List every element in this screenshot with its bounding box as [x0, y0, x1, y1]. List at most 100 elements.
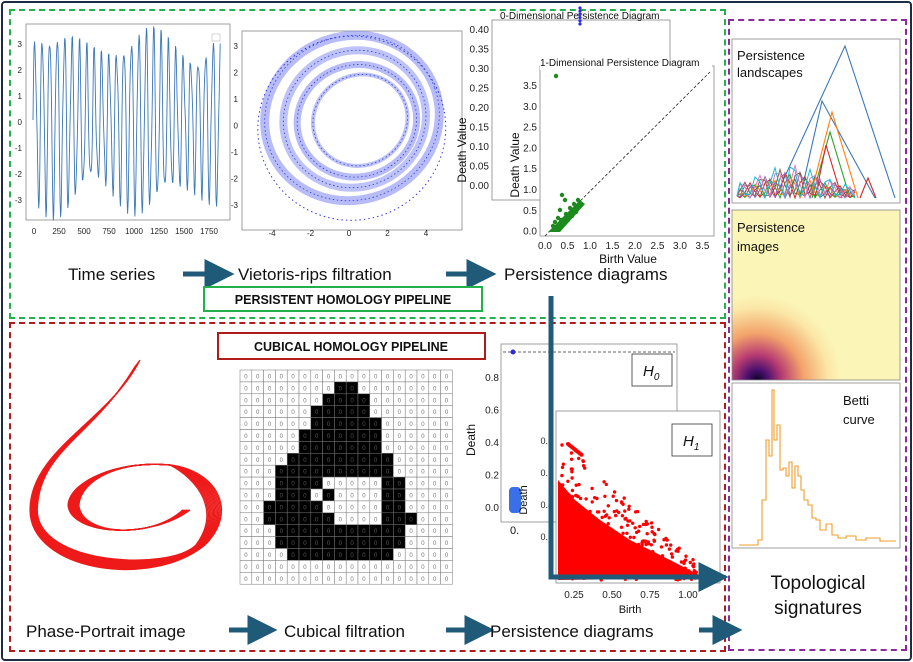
grid-value: 0	[256, 565, 260, 571]
grid-value: 0	[433, 386, 437, 392]
landscape-line	[736, 170, 856, 200]
output-label-1: Topological	[770, 573, 865, 594]
grid-value: 0	[409, 398, 413, 404]
ts-xtick: 250	[52, 227, 66, 236]
grid-value: 0	[327, 541, 331, 547]
grid-value: 0	[268, 458, 272, 464]
grid-value: 0	[350, 541, 354, 547]
grid-value: 0	[256, 386, 260, 392]
landscape-line	[859, 176, 877, 199]
ch-h1-point	[561, 483, 565, 487]
pd1-ytick: 2.0	[523, 143, 537, 154]
ch-h1-point	[612, 559, 616, 563]
grid-value: 0	[256, 482, 260, 488]
grid-value: 0	[327, 434, 331, 440]
grid-value: 0	[398, 505, 402, 511]
ts-xtick: 0	[32, 227, 37, 236]
grid-value: 0	[327, 375, 331, 381]
grid-value: 0	[339, 410, 343, 416]
grid-value: 0	[445, 494, 449, 500]
grid-value: 0	[268, 565, 272, 571]
ch-h1-point	[614, 513, 618, 518]
grid-value: 0	[315, 565, 319, 571]
grid-value: 0	[409, 529, 413, 535]
ch-h1-point	[569, 562, 573, 567]
ch-h1-point	[617, 539, 621, 543]
ch-h1-point	[581, 464, 586, 468]
grid-value: 0	[315, 375, 319, 381]
pd1-xtick: 0.0	[538, 241, 552, 252]
pd1-ytick: 1.0	[523, 185, 537, 196]
ch-h1-point	[586, 547, 590, 551]
grid-value: 0	[339, 505, 343, 511]
pd0-point	[578, 12, 582, 16]
pd0-point	[578, 22, 582, 26]
ch-h1-point	[581, 459, 586, 464]
ch-h1-point	[579, 452, 584, 457]
ch-h1-point	[653, 559, 657, 563]
ch-pd0-xtick: 0.	[510, 525, 519, 537]
grid-value: 0	[421, 375, 425, 381]
grid-value: 0	[280, 458, 284, 464]
grid-value: 0	[445, 541, 449, 547]
persistence-landscapes-panel: Persistence landscapes	[731, 38, 901, 204]
ch-h1-point	[650, 530, 654, 534]
ch-h1-point	[657, 562, 661, 566]
ch-h1-point	[663, 568, 667, 572]
grid-value: 0	[291, 458, 295, 464]
pd1-point	[562, 197, 568, 203]
ch-h1-point	[650, 525, 654, 529]
grid-value: 0	[362, 458, 366, 464]
grid-value: 0	[433, 482, 437, 488]
ch-h1-point	[649, 543, 653, 547]
grid-value: 0	[268, 577, 272, 583]
grid-value: 0	[409, 410, 413, 416]
ch-h1-point	[565, 491, 569, 496]
grid-value: 0	[291, 494, 295, 500]
grid-value: 0	[256, 494, 260, 500]
ch-h1-point	[560, 465, 565, 470]
pd0-point	[578, 16, 582, 20]
grid-value: 0	[433, 517, 437, 523]
grid-value: 0	[339, 541, 343, 547]
grid-value: 0	[386, 375, 390, 381]
grid-value: 0	[339, 422, 343, 428]
grid-value: 0	[244, 422, 248, 428]
grid-value: 0	[315, 494, 319, 500]
pd1-ytick: 0.5	[523, 206, 537, 217]
ch-h1-point	[572, 503, 576, 507]
ch-h1-point	[559, 489, 563, 493]
grid-value: 0	[315, 505, 319, 511]
phase-trajectory	[29, 360, 221, 570]
grid-value: 0	[268, 553, 272, 559]
grid-value: 0	[374, 482, 378, 488]
ts-ytick: -3	[15, 196, 23, 205]
ch-h1-point	[611, 494, 615, 498]
grid-value: 0	[291, 470, 295, 476]
ch-h1-point	[619, 525, 624, 529]
grid-value: 0	[291, 541, 295, 547]
grid-value: 0	[421, 577, 425, 583]
grid-value: 0	[327, 398, 331, 404]
ch-h1-point	[644, 519, 648, 524]
ch-h1-point	[656, 527, 661, 532]
ch-h1-point	[626, 519, 630, 523]
grid-value: 0	[433, 505, 437, 511]
ts-ytick: 1	[18, 92, 23, 101]
pd1-ytick: 3.0	[523, 102, 537, 113]
grid-value: 0	[339, 375, 343, 381]
ch-h1-point	[620, 540, 624, 544]
grid-value: 0	[386, 458, 390, 464]
ch-h1-point	[622, 496, 626, 500]
grid-value: 0	[256, 577, 260, 583]
grid-value: 0	[362, 410, 366, 416]
grid-value: 0	[445, 434, 449, 440]
ch-h1-point	[614, 498, 619, 503]
ch-h1-point	[653, 532, 657, 537]
ch-h1-point	[602, 559, 606, 564]
grid-value: 0	[244, 541, 248, 547]
grid-value: 0	[409, 577, 413, 583]
step-cubical-filtration: Cubical filtration	[284, 622, 405, 641]
persistent-pipeline-region	[9, 9, 726, 319]
